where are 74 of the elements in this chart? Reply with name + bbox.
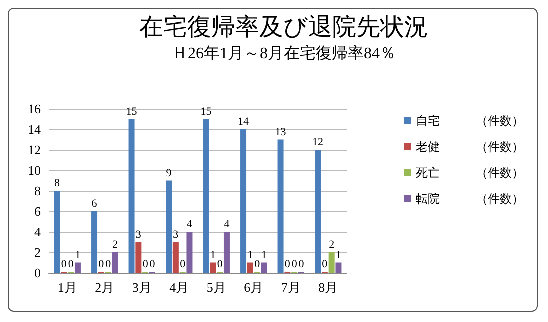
legend-label: 自宅 （件数） bbox=[416, 114, 524, 128]
data-label: 14 bbox=[238, 116, 250, 128]
bar bbox=[166, 180, 172, 273]
bar bbox=[136, 242, 142, 273]
data-label: 2 bbox=[112, 239, 118, 251]
data-label: 1 bbox=[210, 249, 216, 262]
data-label: 15 bbox=[200, 106, 212, 118]
data-label: 0 bbox=[292, 258, 298, 270]
y-tick-label: 0 bbox=[34, 266, 41, 280]
data-label: 0 bbox=[180, 258, 186, 270]
legend-label: 老健 （件数） bbox=[416, 140, 524, 154]
data-label: 6 bbox=[92, 198, 98, 210]
bar bbox=[172, 242, 179, 273]
data-label: 4 bbox=[224, 218, 230, 230]
y-tick-label: 12 bbox=[28, 142, 41, 158]
data-label: 3 bbox=[173, 228, 180, 241]
chart-title: 在宅復帰率及び退院先状況 bbox=[140, 14, 428, 41]
data-label: 9 bbox=[166, 167, 172, 180]
bar bbox=[328, 252, 335, 273]
legend-label: 転院 （件数） bbox=[416, 192, 524, 206]
bar bbox=[278, 140, 284, 273]
data-label: 4 bbox=[186, 218, 193, 230]
y-tick-label: 2 bbox=[34, 245, 41, 260]
data-label: 0 bbox=[284, 258, 291, 270]
data-label: 0 bbox=[68, 258, 74, 270]
data-label: 12 bbox=[312, 136, 324, 148]
x-tick-label: 2月 bbox=[95, 280, 115, 295]
data-label: 0 bbox=[150, 258, 156, 270]
y-tick-label: 6 bbox=[34, 204, 42, 219]
y-tick-label: 16 bbox=[28, 102, 42, 116]
x-tick-label: 1月 bbox=[58, 280, 78, 295]
x-tick-label: 5月 bbox=[206, 280, 226, 295]
bar bbox=[112, 252, 118, 273]
bar bbox=[240, 130, 247, 273]
bar bbox=[128, 119, 135, 273]
data-label: 0 bbox=[217, 258, 224, 270]
data-label: 1 bbox=[75, 249, 81, 262]
legend-label: 死亡 （件数） bbox=[416, 166, 524, 180]
x-tick-label: 7月 bbox=[281, 280, 301, 295]
data-label: 3 bbox=[136, 228, 142, 241]
data-label: 0 bbox=[142, 258, 149, 270]
data-label: 0 bbox=[322, 258, 328, 270]
x-tick-label: 3月 bbox=[132, 280, 152, 295]
data-label: 1 bbox=[248, 249, 254, 262]
data-label: 15 bbox=[126, 106, 138, 118]
data-label: 13 bbox=[275, 126, 287, 138]
bar bbox=[336, 262, 342, 273]
bar bbox=[74, 262, 81, 273]
x-tick-label: 6月 bbox=[244, 280, 264, 295]
bar bbox=[261, 262, 268, 273]
bar bbox=[315, 150, 322, 273]
x-tick-label: 8月 bbox=[318, 280, 338, 295]
chart-subtitle: Ｈ26年1月～8月在宅復帰率84％ bbox=[172, 44, 396, 62]
data-label: 1 bbox=[261, 249, 267, 262]
y-tick-label: 8 bbox=[34, 184, 41, 198]
data-label: 1 bbox=[336, 249, 342, 262]
y-tick-label: 10 bbox=[28, 163, 41, 178]
bar bbox=[224, 232, 230, 273]
data-label: 0 bbox=[106, 258, 112, 270]
y-tick-label: 14 bbox=[28, 122, 42, 137]
bar bbox=[92, 212, 98, 273]
data-label: 8 bbox=[54, 178, 61, 190]
data-label: 2 bbox=[329, 239, 335, 251]
data-label: 0 bbox=[298, 258, 305, 270]
x-tick-label: 4月 bbox=[170, 280, 190, 295]
bar bbox=[247, 262, 254, 273]
bar bbox=[203, 119, 210, 273]
data-label: 0 bbox=[61, 258, 68, 270]
bar bbox=[186, 232, 193, 273]
data-label: 0 bbox=[254, 258, 261, 270]
data-label: 0 bbox=[98, 258, 105, 270]
bar bbox=[210, 262, 216, 273]
y-tick-label: 4 bbox=[34, 224, 42, 240]
bar bbox=[54, 191, 60, 273]
